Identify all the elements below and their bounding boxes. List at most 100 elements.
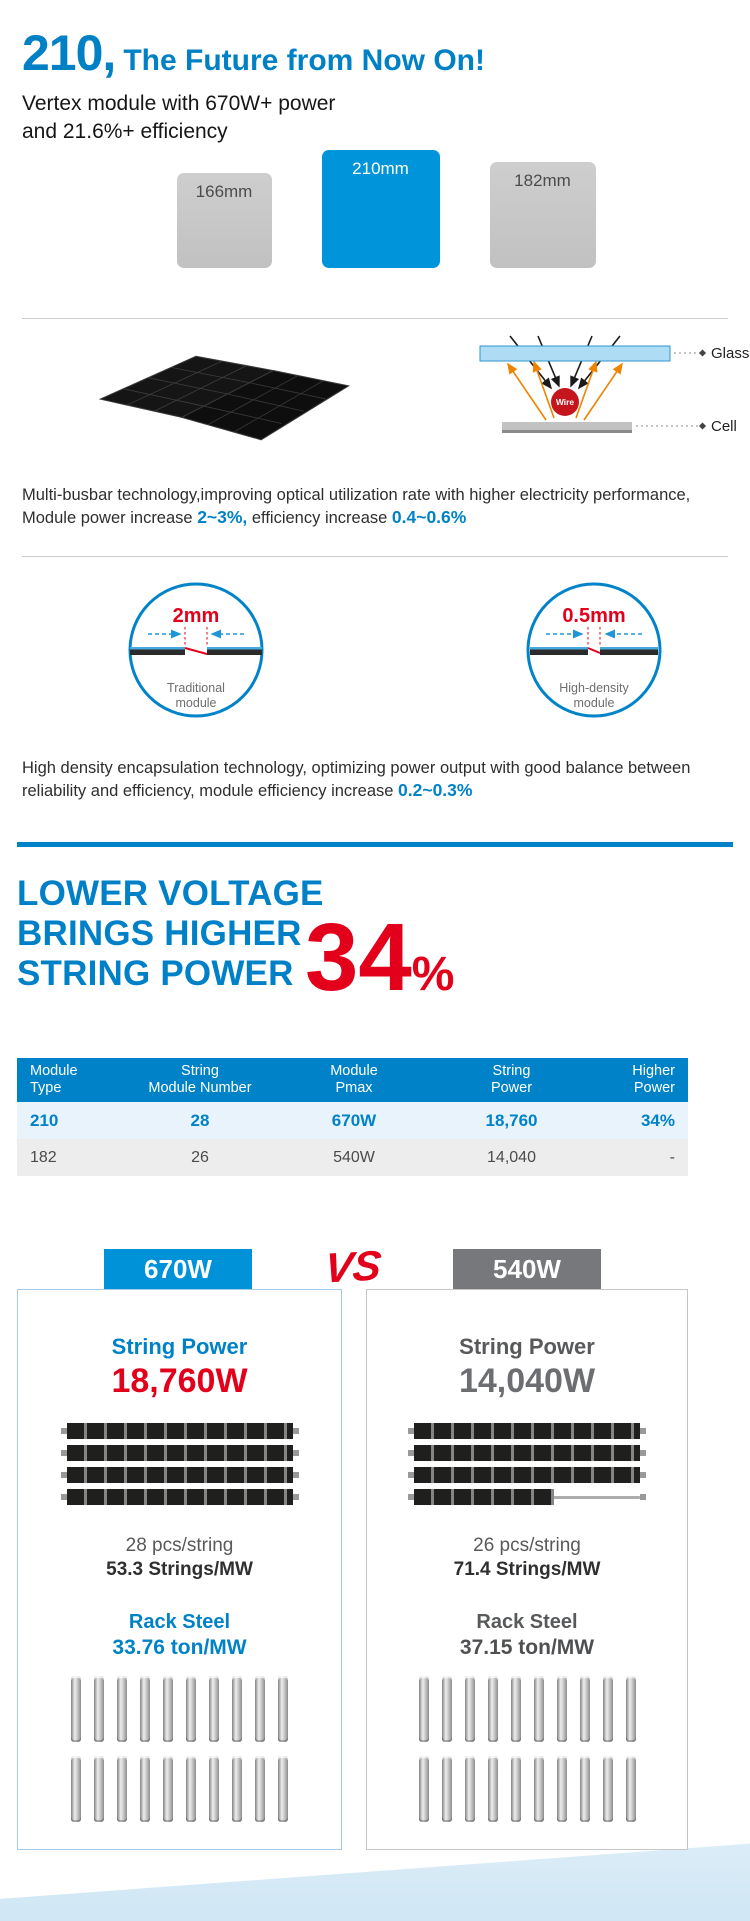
pcs-per-string: 28 pcs/string	[125, 1535, 234, 1556]
high-density-label-line2: module	[574, 696, 615, 710]
steel-post	[533, 1676, 544, 1742]
rack-steel-value: 37.15 ton/MW	[459, 1636, 595, 1659]
steel-post	[278, 1676, 288, 1742]
steel-post	[140, 1756, 150, 1822]
header-string-power: String Power	[490, 1062, 533, 1096]
reflected-ray-up	[532, 360, 555, 419]
string-power-value: 18,760W	[111, 1362, 248, 1400]
panel-strings-graphic	[18, 1423, 341, 1505]
cell-bar	[502, 422, 632, 430]
steel-post	[255, 1756, 265, 1822]
header: 210, The Future from Now On! Vertex modu…	[22, 24, 485, 147]
percentage-value: 34	[305, 904, 412, 1011]
steel-post	[487, 1756, 498, 1822]
steel-post	[140, 1676, 150, 1742]
rack-steel-graphic	[367, 1676, 687, 1822]
wafer-182mm-label: 182mm	[514, 171, 571, 190]
light-ray-down	[578, 335, 621, 390]
steel-post	[232, 1756, 242, 1822]
string-power-label: String Power	[459, 1334, 595, 1359]
header-string-module-number: String Module Number	[148, 1062, 252, 1096]
steel-post	[94, 1676, 104, 1742]
card-670w: String Power 18,760W 28 pcs/string 53.3 …	[17, 1289, 342, 1850]
steel-post	[510, 1676, 521, 1742]
traditional-label-line1: Traditional	[167, 681, 225, 695]
cell: 28	[190, 1110, 210, 1130]
multi-busbar-diagram: Wire Glass Cell	[479, 335, 749, 435]
high-density-label-line1: High-density	[559, 681, 629, 695]
steel-post	[510, 1756, 521, 1822]
steel-post	[117, 1676, 127, 1742]
panel-string-row	[408, 1445, 646, 1461]
header-module-type: Module Type	[30, 1062, 78, 1096]
steel-post	[209, 1676, 219, 1742]
mbb-highlight-1: 2~3%,	[197, 507, 248, 528]
table-row-210: 210 28 670W 18,760 34%	[17, 1102, 688, 1139]
table-header-row: Module Type String Module Number Module Pma…	[17, 1058, 688, 1102]
steel-post	[441, 1676, 452, 1742]
heading-line-2: BRINGS HIGHER	[17, 913, 302, 953]
cell: 14,040	[487, 1148, 536, 1166]
pcs-per-string: 26 pcs/string	[473, 1535, 581, 1556]
panel-string-row-partial	[408, 1489, 646, 1505]
cell: 34%	[640, 1110, 675, 1130]
mbb-text-line1: Multi-busbar technology,improving optica…	[22, 486, 691, 504]
percentage-sign: %	[411, 948, 455, 1001]
panel-string-row	[60, 1445, 299, 1461]
wafer-210mm-label: 210mm	[352, 159, 409, 178]
wafer-210mm: 210mm	[321, 150, 440, 268]
steel-post	[255, 1676, 265, 1742]
steel-post	[418, 1676, 429, 1742]
steel-post	[579, 1756, 590, 1822]
headline: 210, The Future from Now On!	[22, 24, 485, 82]
reflected-ray-up	[575, 360, 598, 419]
density-highlight: 0.2~0.3%	[398, 780, 473, 801]
wafer-182mm: 182mm	[489, 162, 596, 268]
gap-value-traditional: 2mm	[173, 605, 220, 627]
header-higher-power: Higher Power	[632, 1062, 675, 1096]
string-power-value: 14,040W	[458, 1362, 596, 1400]
steel-posts-row	[367, 1676, 687, 1742]
comparison-badges: 670W VS 540W	[0, 1242, 750, 1291]
traditional-label-line2: module	[176, 696, 217, 710]
gap-value-high-density: 0.5mm	[562, 605, 625, 627]
steel-post	[186, 1756, 196, 1822]
vs-label: VS	[322, 1241, 384, 1292]
rack-steel-label: Rack Steel	[128, 1611, 231, 1633]
cell: 18,760	[485, 1110, 538, 1130]
cell: 540W	[333, 1148, 375, 1166]
glass-bar	[479, 345, 671, 362]
steel-post	[163, 1756, 173, 1822]
headline-title: The Future from Now On!	[123, 44, 485, 77]
high-density-module-gap-diagram: 0.5mm High-density module	[526, 582, 662, 718]
steel-post	[556, 1676, 567, 1742]
light-ray-down	[509, 335, 552, 390]
steel-post	[418, 1756, 429, 1822]
steel-post	[464, 1676, 475, 1742]
cell: 210	[30, 1110, 59, 1130]
rack-steel-label: Rack Steel	[476, 1611, 578, 1633]
table-row-182: 182 26 540W 14,040 -	[17, 1139, 688, 1176]
headline-210: 210,	[22, 25, 116, 81]
solar-module-illustration	[98, 355, 351, 441]
steel-post	[487, 1676, 498, 1742]
steel-post	[278, 1756, 288, 1822]
strings-per-mw: 53.3 Strings/MW	[106, 1559, 253, 1580]
header-module-pmax: Module Pmax	[330, 1062, 378, 1096]
glass-label: Glass	[711, 345, 749, 362]
steel-post	[579, 1676, 590, 1742]
rack-steel-graphic	[18, 1676, 341, 1822]
heading-line-1: LOWER VOLTAGE	[17, 874, 324, 913]
cell-label: Cell	[711, 418, 737, 435]
panel-string-row	[408, 1423, 646, 1439]
string-power-table: Module Type String Module Number Module Pma…	[17, 1058, 688, 1176]
badge-670w: 670W	[104, 1249, 252, 1289]
panel-string-row	[60, 1467, 299, 1483]
steel-post	[625, 1756, 636, 1822]
steel-post	[117, 1756, 127, 1822]
steel-post	[625, 1676, 636, 1742]
steel-posts-row	[18, 1676, 341, 1742]
card-540w: String Power 14,040W 26 pcs/string 71.4 …	[366, 1289, 688, 1850]
steel-post	[556, 1756, 567, 1822]
